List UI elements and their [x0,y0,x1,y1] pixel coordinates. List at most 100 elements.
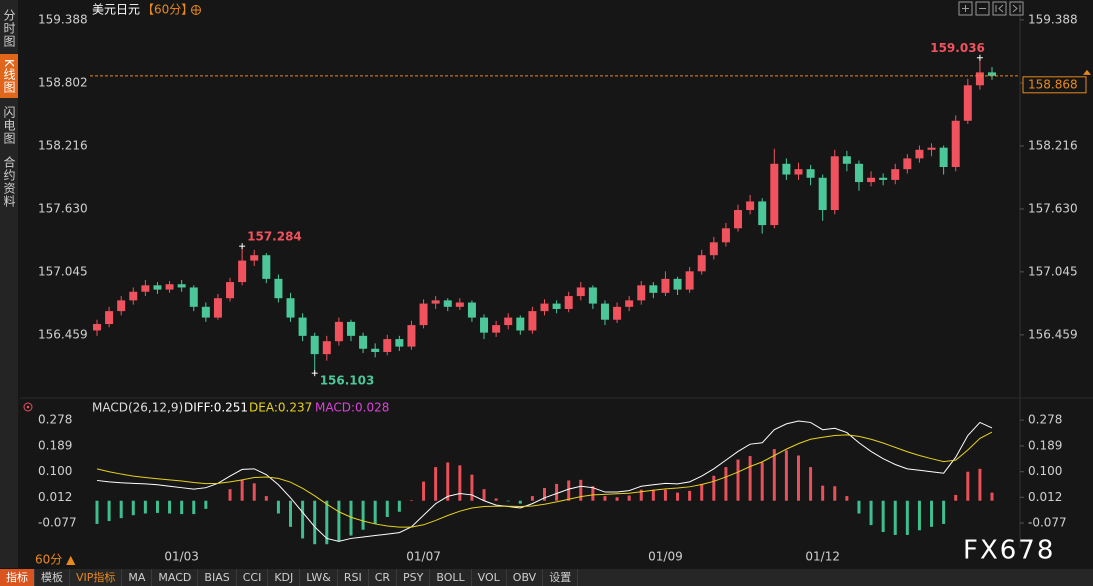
y-tick-label-right: 156.459 [1028,327,1078,341]
candle-body [915,149,924,159]
toolbar-item[interactable]: OBV [507,569,544,586]
toolbar-item[interactable]: LW& [300,569,338,586]
candle-body [564,296,573,309]
candle-body [250,255,259,261]
candle-body [806,169,815,178]
macd-bar [313,500,317,545]
chart-title: 美元日元 [92,3,140,17]
extreme-label: 157.284 [247,230,302,244]
macd-bar [252,483,256,501]
toolbar-item[interactable]: RSI [338,569,369,586]
macd-bar [663,489,667,501]
candle-body [274,278,283,299]
macd-bar [893,500,897,535]
macd-bar [301,500,305,539]
y-tick-label-right: 158.216 [1028,138,1078,152]
y-tick-label: 158.216 [38,138,88,152]
macd-bar [712,475,716,501]
macd-bar [845,496,849,501]
macd-bar [95,500,99,524]
macd-bar [204,500,208,509]
candle-body [129,291,138,301]
toolbar-item[interactable]: VIP指标 [70,569,123,586]
macd-bar [264,496,268,501]
candle-body [359,335,368,349]
x-tick-label: 01/12 [805,550,840,564]
macd-bar [192,500,196,515]
toolbar-item[interactable]: MACD [152,569,199,586]
x-tick-label: 01/03 [164,550,199,564]
sidebar-tab[interactable]: 合约资料 [2,156,16,208]
y-tick-label: -0.077 [38,516,77,530]
macd-icon[interactable] [23,402,33,412]
macd-bar [857,500,861,514]
candle-body [613,306,622,320]
candle-body [383,339,392,352]
x-tick-label: 01/07 [406,550,441,564]
y-tick-label-right: 0.100 [1028,464,1062,478]
macd-bar [954,494,958,501]
legend-entry: MACD:0.028 [315,401,389,415]
toolbar-item[interactable]: 设置 [543,569,579,586]
toolbar-icons[interactable] [958,1,1024,16]
toolbar-item[interactable]: MA [122,569,153,586]
y-tick-label: 157.630 [38,201,88,215]
macd-bar [700,483,704,501]
toolbar-item[interactable]: BOLL [430,569,472,586]
candle-body [963,85,972,121]
candle-body [830,156,839,211]
macd-bar [736,459,740,501]
macd-bar [724,467,728,501]
sidebar-tab[interactable]: 闪电图 [2,105,16,145]
toolbar-item[interactable]: VOL [472,569,507,586]
macd-bar [446,462,450,501]
extreme-label: 159.036 [930,41,985,55]
toolbar-item[interactable]: KDJ [268,569,301,586]
period-label[interactable]: 60分 ▲ [35,553,76,567]
candle-body [988,72,996,76]
macd-bar [772,449,776,501]
candle-body [153,285,162,290]
macd-bar [784,450,788,501]
last-price-box [1022,76,1087,94]
candle-body [262,255,271,279]
candle-body [492,325,501,333]
macd-bar [155,500,159,513]
macd-bar [143,500,147,514]
toolbar-item[interactable]: 指标 [0,569,35,586]
candle-body [516,317,525,331]
y-tick-label-right: 157.045 [1028,264,1078,278]
macd-bar [639,489,643,501]
candle-body [419,303,428,326]
macd-bar [289,500,293,527]
candle-body [867,177,876,183]
macd-bar [833,486,837,501]
candle-body [93,324,101,331]
macd-bar [373,500,377,524]
sidebar-tab[interactable]: 分时图 [2,8,16,48]
toolbar-item[interactable]: BIAS [198,569,237,586]
macd-bar [990,492,994,501]
candle-body [588,287,597,304]
last-price-label: 158.868 [1028,77,1078,91]
candle-body [165,284,174,290]
toolbar-item[interactable]: 模板 [35,569,70,586]
macd-bar [543,487,546,501]
toolbar-item[interactable]: CCI [237,569,269,586]
macd-bar [228,489,232,501]
candle-body [286,298,295,318]
candle-body [951,120,960,168]
sidebar-tab[interactable]: K线图 [0,54,18,98]
macd-bar [506,500,510,502]
candle-body [818,177,827,211]
candle-body [189,287,198,307]
macd-bar [978,468,982,501]
candle-body [770,163,779,226]
toolbar-item[interactable]: CR [369,569,398,586]
y-tick-label: 159.388 [38,12,88,26]
macd-bar [760,462,764,501]
y-tick-label: 0.278 [38,413,72,427]
toolbar-item[interactable]: PSY [397,569,431,586]
add-icon[interactable] [191,5,201,15]
macd-bar [917,500,921,531]
